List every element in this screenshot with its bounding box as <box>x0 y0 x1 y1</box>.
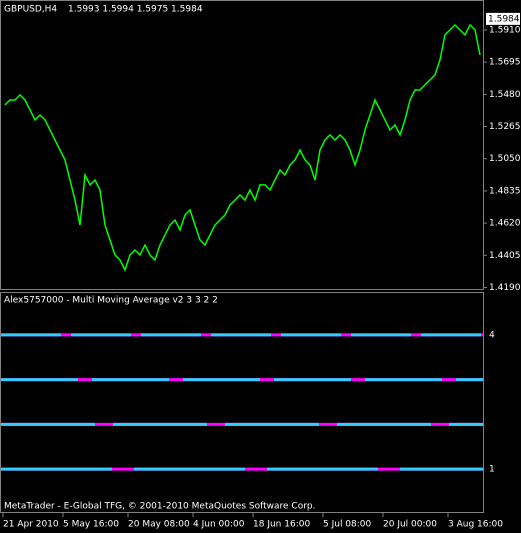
y-tick-label: 1.5050 <box>489 154 521 164</box>
y-tick-label: 4 <box>489 330 495 340</box>
x-tick-label: 4 Jun 00:00 <box>193 520 245 530</box>
main-panel <box>0 0 484 290</box>
x-tick-label: 20 Jul 00:00 <box>383 520 437 530</box>
indicator-title: Alex5757000 - Multi Moving Average v2 3 … <box>4 296 218 306</box>
y-tick-label: 1.5480 <box>489 90 521 100</box>
x-tick-label: 20 May 08:00 <box>128 520 190 530</box>
x-tick-label: 21 Apr 2010 <box>3 520 59 530</box>
ohlc-values: 1.5993 1.5994 1.5975 1.5984 <box>68 5 203 15</box>
y-tick-label: 1.4620 <box>489 219 521 229</box>
last-price-box <box>486 12 520 25</box>
x-tick-label: 5 May 16:00 <box>63 520 119 530</box>
x-tick-label: 5 Jul 08:00 <box>323 520 372 530</box>
y-tick-label: 1.4190 <box>489 283 521 293</box>
copyright: MetaTrader - E-Global TFG, © 2001-2010 M… <box>4 502 316 512</box>
price-line <box>4 23 481 272</box>
x-tick-label: 3 Aug 16:00 <box>448 520 503 530</box>
indicator-panel <box>0 292 484 513</box>
last-price-label: 1.5984 <box>488 14 520 24</box>
y-tick-label: 1.5265 <box>489 122 521 132</box>
y-tick-label: 1.5695 <box>489 58 521 68</box>
y-tick-label: 1.4405 <box>489 251 521 261</box>
y-tick-label: 1 <box>489 465 495 475</box>
y-tick-label: 1.5910 <box>489 25 521 35</box>
y-tick-label: 1.4835 <box>489 186 521 196</box>
symbol-title: GBPUSD,H4 <box>4 5 57 15</box>
x-tick-label: 18 Jun 16:00 <box>253 520 310 530</box>
